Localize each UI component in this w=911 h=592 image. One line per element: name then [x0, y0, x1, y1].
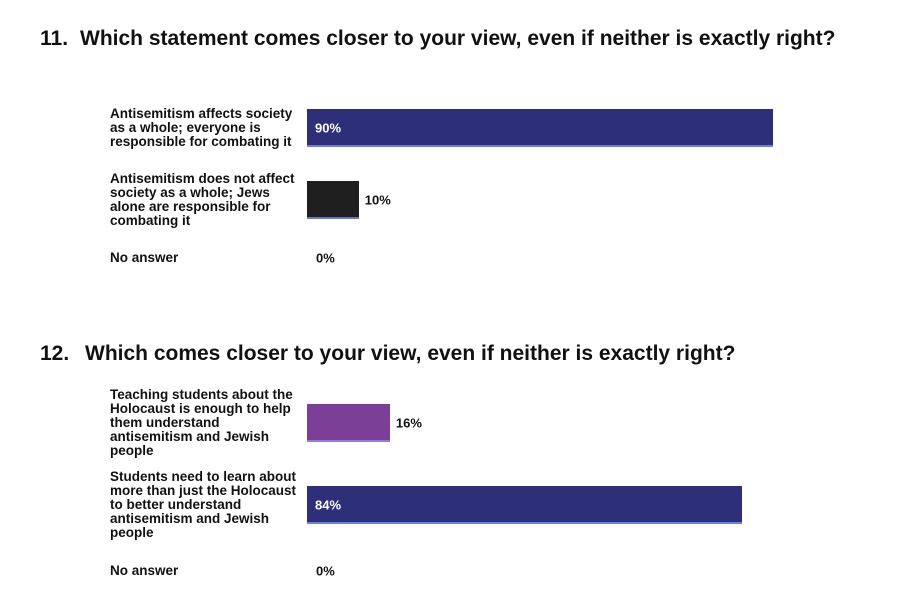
category-label: Students need to learn about more than j… — [110, 469, 297, 540]
question-number: 12. — [40, 342, 70, 365]
value-label: 0% — [316, 250, 335, 266]
category-label: Antisemitism affects society as a whole;… — [110, 106, 293, 149]
question-number: 11. — [40, 27, 69, 50]
question-title: Which statement comes closer to your vie… — [80, 27, 836, 50]
value-label: 0% — [316, 563, 335, 579]
category-label: No answer — [110, 563, 179, 578]
value-label: 90% — [315, 120, 342, 136]
question-title: Which comes closer to your view, even if… — [85, 342, 736, 365]
bar — [307, 486, 743, 524]
bar — [307, 109, 774, 147]
value-label: 16% — [395, 415, 422, 431]
category-label: Teaching students about the Holocaust is… — [110, 387, 293, 458]
bar — [307, 404, 390, 442]
category-label: Antisemitism does not affect society as … — [110, 171, 295, 228]
value-label: 10% — [364, 192, 391, 208]
bar — [307, 181, 359, 219]
value-label: 84% — [315, 497, 342, 513]
category-label: No answer — [110, 250, 179, 265]
